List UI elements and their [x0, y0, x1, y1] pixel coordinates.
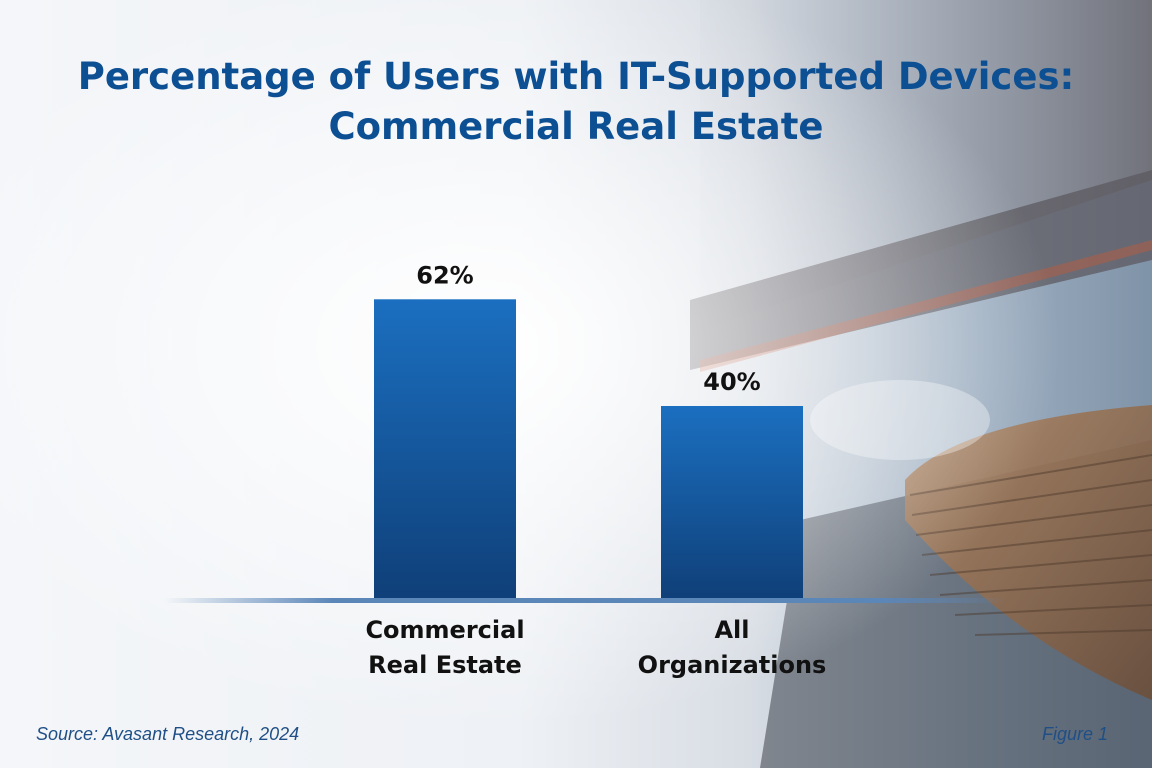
bar-1 [374, 299, 516, 600]
value-label-2: 40% [703, 368, 760, 396]
category-label-1-line-1: Commercial [365, 616, 524, 644]
figure-label: Figure 1 [1041, 724, 1108, 744]
value-label-1: 62% [416, 261, 473, 289]
category-label-2-line-1: All [714, 616, 749, 644]
chart-title: Percentage of Users with IT-Supported De… [0, 52, 1152, 152]
category-label-2-line-2: Organizations [638, 651, 827, 679]
category-label-1-line-2: Real Estate [368, 651, 522, 679]
chart-title-line-1: Percentage of Users with IT-Supported De… [77, 55, 1075, 98]
bar-2 [661, 406, 803, 600]
x-axis-baseline [165, 598, 1005, 603]
chart-title-line-2: Commercial Real Estate [328, 105, 824, 148]
source-note: Source: Avasant Research, 2024 [36, 724, 300, 744]
